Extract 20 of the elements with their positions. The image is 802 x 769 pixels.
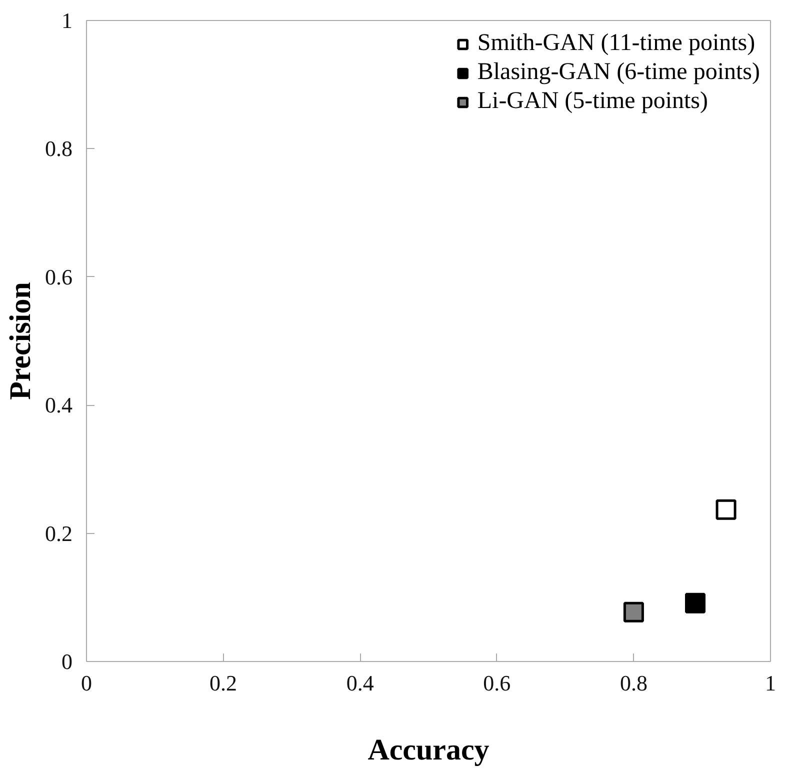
y-tick-label: 0 [62,649,72,674]
y-tick-label: 0.8 [45,136,72,162]
x-axis-title: Accuracy [368,734,490,766]
y-tick-label: 1 [62,8,72,33]
legend-label: Smith-GAN (11-time points) [477,30,756,57]
x-tick-label: 0.2 [210,670,238,696]
x-tick-label: 0.4 [346,670,374,696]
x-tick-label: 1 [765,670,776,696]
x-tick-label: 0.8 [620,670,648,696]
legend-label: Li-GAN (5-time points) [477,88,708,115]
y-tick-label: 0.2 [45,520,72,546]
point [623,602,644,622]
y-axis-title: Precision [4,282,37,400]
y-tick-label: 0.4 [45,392,72,418]
y-tick-label: 0.6 [45,264,72,290]
legend-label: Blasing-GAN (6-time points) [477,59,760,86]
x-tick-label: 0.6 [483,670,511,696]
x-tick-label: 0 [81,670,92,696]
point [716,499,736,520]
point [685,592,706,614]
